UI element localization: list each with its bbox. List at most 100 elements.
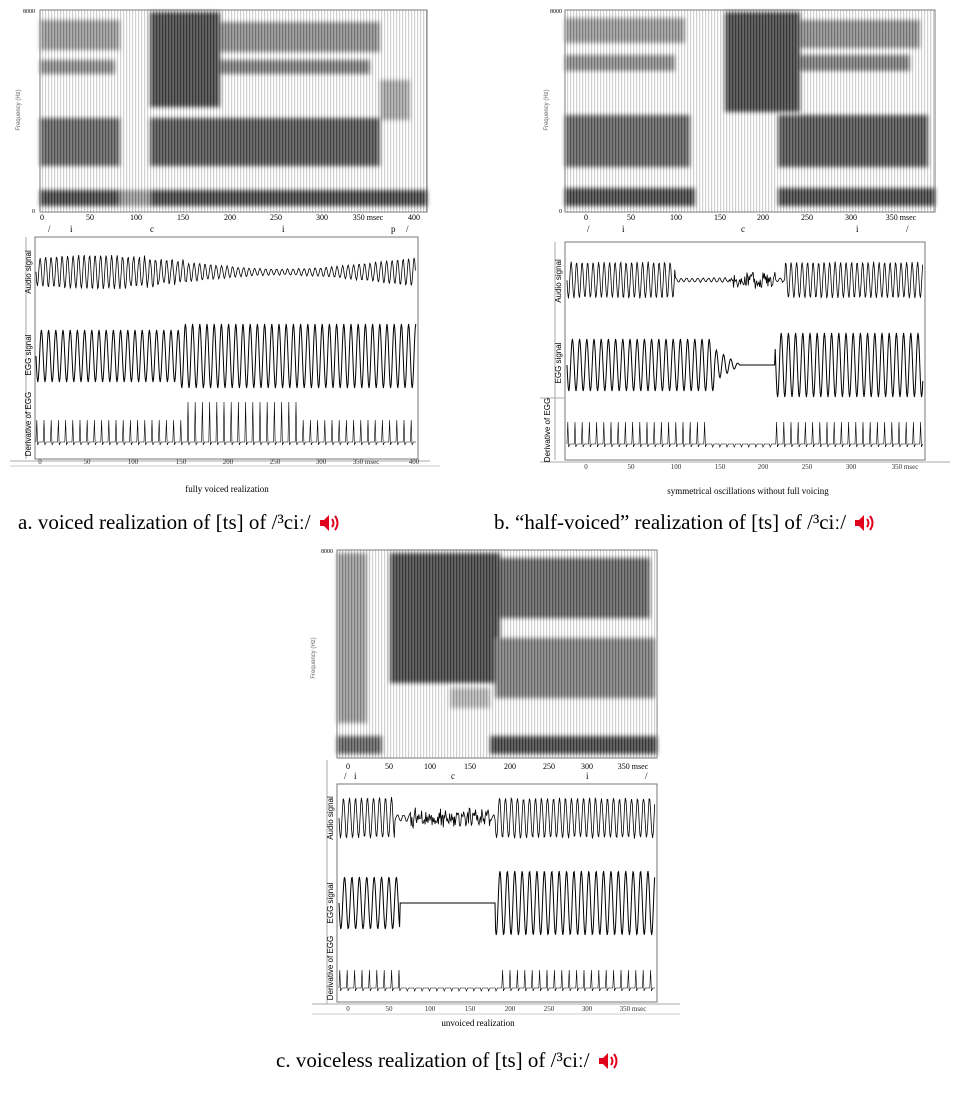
tick: 100 <box>130 213 142 222</box>
segment: c <box>451 771 455 781</box>
caption-b-text: b. “half-voiced” realization of [ts] of … <box>494 510 846 535</box>
tick: 100 <box>670 213 682 222</box>
segment: i <box>586 771 589 781</box>
freq-bottom-label: 0 <box>32 209 35 215</box>
segment: / <box>344 771 347 781</box>
tick: 200 <box>224 213 236 222</box>
tick: 150 <box>715 463 726 471</box>
tick: 200 <box>504 762 516 771</box>
tick: 150 <box>714 213 726 222</box>
tick: 300 <box>845 213 857 222</box>
freq-axis-label: Frequency (Hz) <box>16 89 22 130</box>
segment: i <box>282 224 285 234</box>
figure-a-graphic: 8000 0 Frequency (Hz) 0 50 100 150 200 2… <box>0 0 440 500</box>
tick: 100 <box>425 1005 436 1013</box>
tick: 0 <box>346 762 350 771</box>
tick: 0 <box>40 213 44 222</box>
tick: 300 <box>582 1005 593 1013</box>
audio-signal-label: Audio signal <box>554 259 563 303</box>
tick: 0 <box>38 458 42 466</box>
speaker-icon[interactable] <box>318 513 342 533</box>
bottom-time-axis: 0 50 100 150 200 250 300 350 msec <box>346 1005 646 1013</box>
egg-signal-label: EGG signal <box>326 882 335 923</box>
tick: 200 <box>757 213 769 222</box>
egg-derivative-label: Derivative of EGG <box>24 392 33 456</box>
tick: 300 <box>846 463 857 471</box>
caption-c: c. voiceless realization of [ts] of /³ci… <box>276 1048 621 1073</box>
time-axis: 0 50 100 150 200 250 300 350 msec <box>584 213 917 222</box>
egg-signal-label: EGG signal <box>554 342 563 383</box>
tick: 350 msec <box>620 1005 647 1013</box>
tick: 300 <box>316 458 327 466</box>
caption-c-text: c. voiceless realization of [ts] of /³ci… <box>276 1048 590 1073</box>
figure-a: 8000 0 Frequency (Hz) 0 50 100 150 200 2… <box>0 0 440 500</box>
subcaption: fully voiced realization <box>185 484 269 494</box>
time-axis: 0 50 100 150 200 250 300 350 msec <box>346 762 649 771</box>
tick: 150 <box>464 762 476 771</box>
tick: 350 msec <box>353 458 380 466</box>
tick: 100 <box>671 463 682 471</box>
time-axis: 0 50 100 150 200 250 300 350 msec 400 <box>40 213 420 222</box>
tick: 200 <box>758 463 769 471</box>
tick: 350 msec <box>618 762 649 771</box>
speaker-icon[interactable] <box>853 513 877 533</box>
caption-a: a. voiced realization of [ts] of /³ciː/ <box>18 510 342 535</box>
freq-axis-label: Frequency (Hz) <box>311 637 317 678</box>
tick: 350 msec <box>353 213 384 222</box>
segment: i <box>70 224 73 234</box>
tick: 150 <box>176 458 187 466</box>
tick: 250 <box>802 463 813 471</box>
tick: 0 <box>584 463 588 471</box>
segment-labels: / i c i / <box>587 224 909 234</box>
tick: 50 <box>385 762 393 771</box>
segment-labels: / i c i / <box>344 771 648 781</box>
speaker-icon[interactable] <box>597 1051 621 1071</box>
tick: 50 <box>628 463 636 471</box>
audio-signal-label: Audio signal <box>24 250 33 294</box>
figure-c-graphic: 8000 Frequency (Hz) 0 50 100 150 200 250… <box>300 548 700 1028</box>
tick: 400 <box>409 458 420 466</box>
segment: i <box>622 224 625 234</box>
spectrogram: 8000 0 Frequency (Hz) <box>544 9 935 215</box>
tick: 250 <box>544 1005 555 1013</box>
tick: 150 <box>465 1005 476 1013</box>
freq-top-label: 8000 <box>321 549 333 555</box>
tick: 50 <box>386 1005 394 1013</box>
caption-a-text: a. voiced realization of [ts] of /³ciː/ <box>18 510 311 535</box>
segment: c <box>741 224 745 234</box>
audio-signal-label: Audio signal <box>326 796 335 840</box>
segment: c <box>150 224 154 234</box>
tick: 100 <box>424 762 436 771</box>
segment: i <box>354 771 357 781</box>
freq-bottom-label: 0 <box>559 209 562 215</box>
segment: / <box>587 224 590 234</box>
tick: 300 <box>316 213 328 222</box>
tick: 400 <box>408 213 420 222</box>
subcaption: symmetrical oscillations without full vo… <box>667 486 829 496</box>
tick: 350 msec <box>892 463 919 471</box>
tick: 0 <box>346 1005 350 1013</box>
segment: p <box>391 224 396 234</box>
spectrogram: 8000 0 Frequency (Hz) <box>16 9 427 215</box>
segment: / <box>406 224 409 234</box>
tick: 50 <box>84 458 92 466</box>
segment: / <box>906 224 909 234</box>
tick: 200 <box>505 1005 516 1013</box>
tick: 200 <box>223 458 234 466</box>
spectrogram: 8000 Frequency (Hz) <box>311 549 657 758</box>
trace-labels: Audio signal EGG signal Derivative of EG… <box>24 250 33 456</box>
tick: 250 <box>801 213 813 222</box>
segment: / <box>48 224 51 234</box>
segment: i <box>856 224 859 234</box>
freq-top-label: 8000 <box>550 9 562 15</box>
tick: 50 <box>627 213 635 222</box>
tick: 50 <box>86 213 94 222</box>
segment-labels: / i c i p / <box>48 224 409 234</box>
trace-labels: Audio signal EGG signal Derivative of EG… <box>543 259 563 462</box>
tick: 150 <box>177 213 189 222</box>
tick: 300 <box>581 762 593 771</box>
figure-b: 8000 0 Frequency (Hz) 0 50 100 150 200 2… <box>510 0 959 500</box>
tick: 0 <box>584 213 588 222</box>
tick: 100 <box>128 458 139 466</box>
trace-labels: Audio signal EGG signal Derivative of EG… <box>326 796 335 1000</box>
